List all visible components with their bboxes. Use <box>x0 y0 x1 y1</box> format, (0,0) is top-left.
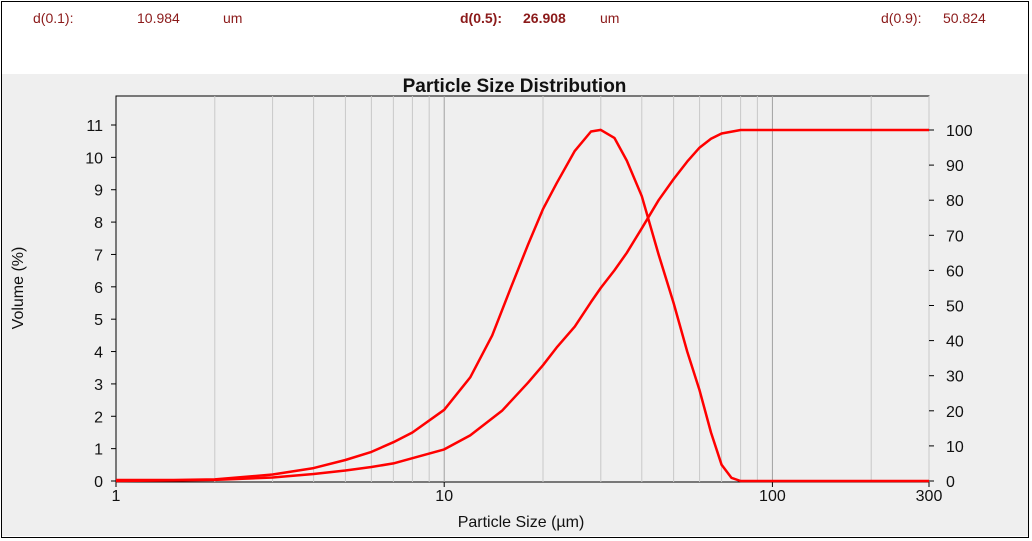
y2-tick-label: 0 <box>946 474 955 491</box>
y-tick-label: 0 <box>94 474 103 491</box>
y2-tick-label: 70 <box>946 228 964 245</box>
x-tick-label: 10 <box>435 488 453 505</box>
y2-tick-label: 100 <box>946 123 973 140</box>
y2-tick-label: 80 <box>946 193 964 210</box>
y-tick-label: 3 <box>94 377 103 394</box>
d10-value: 10.984 <box>137 10 180 26</box>
y-tick-label: 6 <box>94 280 103 297</box>
cumulative-volume-line <box>115 128 929 483</box>
y2-tick-label: 20 <box>946 404 964 421</box>
d50-unit: um <box>600 10 620 26</box>
x-axis-title: Particle Size (µm) <box>458 514 585 531</box>
y2-tick-label: 50 <box>946 299 964 316</box>
volume-distribution-line <box>116 128 929 483</box>
y-tick-label: 1 <box>94 442 103 459</box>
d90-value: 50.824 <box>943 10 986 26</box>
y-tick-label: 11 <box>86 118 103 135</box>
d90-label: d(0.9): <box>881 10 922 26</box>
plot-background <box>115 95 930 483</box>
y-tick-label: 8 <box>94 215 103 232</box>
y2-tick-label: 30 <box>946 369 964 386</box>
x-tick-label: 100 <box>759 488 786 505</box>
y-axis-title: Volume (%) <box>10 247 27 330</box>
stats-header: d(0.1): 10.984 um d(0.5): 26.908 um d(0.… <box>2 2 1028 75</box>
y-tick-label: 4 <box>94 345 103 362</box>
grid-lines <box>214 96 930 482</box>
y-tick-label: 9 <box>94 183 103 200</box>
d10-unit: um <box>223 10 243 26</box>
y2-tick-label: 60 <box>946 263 964 280</box>
chart-title: Particle Size Distribution <box>403 76 627 97</box>
d50-value: 26.908 <box>523 10 566 26</box>
d10-label: d(0.1): <box>33 10 74 26</box>
y2-tick-label: 10 <box>946 439 964 456</box>
y-tick-label: 7 <box>94 247 103 264</box>
y2-tick-label: 90 <box>946 158 964 175</box>
y2-tick-label: 40 <box>946 334 964 351</box>
d50-label: d(0.5): <box>460 10 502 26</box>
series-group <box>115 128 929 483</box>
x-tick-label: 300 <box>916 488 943 505</box>
y-tick-label: 10 <box>85 150 103 167</box>
y-tick-label: 2 <box>94 409 103 426</box>
y-tick-label: 5 <box>94 312 103 329</box>
x-tick-label: 1 <box>112 488 121 505</box>
